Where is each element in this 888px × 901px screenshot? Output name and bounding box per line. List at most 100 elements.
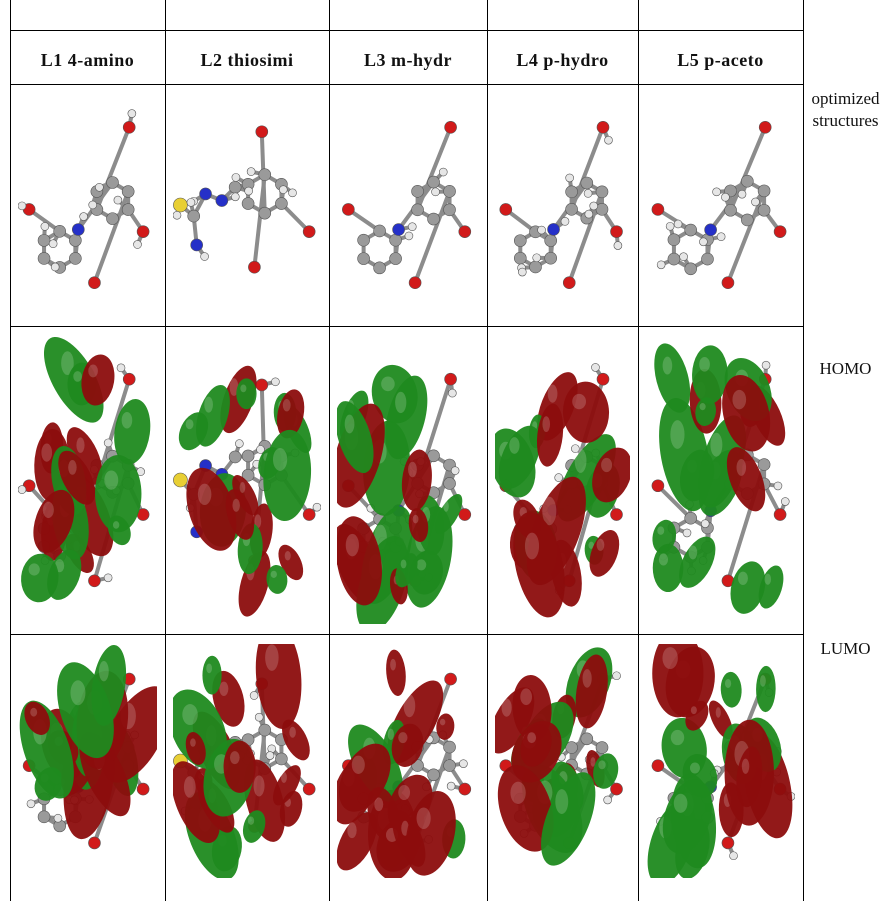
atom [37,252,51,265]
orbital-highlight [345,533,359,557]
orbital-highlight [347,822,357,839]
optimized-structure-image [499,120,623,289]
atom [547,223,560,236]
header-l5: L5 p-aceto [677,49,764,70]
atom [302,225,316,238]
orbital-highlight [395,391,407,414]
lumo-orbital-image [495,647,623,866]
atom [88,836,101,850]
table-divider [10,634,804,635]
orbital-highlight [582,669,592,688]
atom [275,752,288,766]
atom [103,573,113,583]
orbital-highlight [699,403,706,411]
atom [392,223,405,236]
orbital-highlight [351,755,365,774]
orbital-lobe [95,454,142,533]
atom [231,173,241,182]
table-divider [329,0,330,901]
homo-orbital-image [337,364,472,624]
atom [404,231,414,241]
orbital-highlight [73,371,82,382]
atom [459,759,468,768]
atom [215,194,229,207]
atom [88,276,101,289]
orbital-highlight [601,457,613,473]
atom [136,782,150,796]
orbital-lobe [58,450,96,505]
atom [757,458,771,471]
atom [228,180,242,194]
orbital-highlight [280,771,287,784]
header-l3: L3 m-hydr [363,49,452,70]
orbital-highlight [736,458,747,476]
orbital-lobe [593,753,619,789]
orbital-lobe [589,530,620,577]
bond [728,125,768,213]
atom [373,261,386,275]
atom [596,372,610,386]
atom [583,189,593,198]
atom [190,238,203,252]
atom [704,223,717,237]
atom [302,508,316,521]
atom [761,360,771,370]
atom [529,260,542,274]
atom [458,508,472,521]
orbital-highlight [197,483,212,506]
orbital-highlight [42,501,54,519]
orbital-lobe [405,791,456,876]
atom [342,203,355,216]
atom [18,485,27,494]
atom [241,468,255,482]
atom [729,851,738,861]
orbital-highlight [28,563,40,576]
atom [373,224,386,238]
atom [596,120,610,134]
orbital-highlight [76,437,85,453]
orbital-lobe [114,399,151,465]
atom [255,125,269,139]
atom [248,260,261,274]
atom [122,120,136,134]
orbital-highlight [527,732,537,744]
orbital-highlight [670,729,685,746]
orbital-highlight [741,758,750,774]
atom [427,175,440,189]
orbital-highlight [524,532,540,560]
orbital-lobe [758,565,784,609]
atom [187,209,201,223]
orbital-highlight [289,726,296,738]
orbital-lobe [652,644,704,718]
orbital-lobe [338,743,391,812]
atom [444,372,457,386]
bond [413,189,452,285]
orbital-highlight [381,376,395,392]
table-divider [10,326,804,327]
atom [741,174,754,188]
atom [302,782,316,796]
atom [682,528,692,538]
atom [565,203,578,216]
row-label-line: LUMO [820,639,871,658]
orbital-lobe [436,713,455,740]
atom [560,217,570,226]
atom [122,372,136,386]
atom [312,502,321,512]
orbital-highlight [229,751,240,765]
atom [580,732,594,746]
orbital-lobe [242,810,266,843]
orbital-lobe [232,475,259,516]
orbital-highlight [88,364,98,378]
lumo-orbital-image [19,645,157,850]
orbital-highlight [374,797,384,812]
orbital-lobe [692,345,728,404]
row-label-homo: HOMO [803,358,888,380]
atom [256,445,265,454]
orbital-highlight [670,420,685,449]
orbital-highlight [510,781,526,804]
orbital-highlight [520,688,533,706]
orbital-highlight [98,660,109,682]
atom [610,508,623,521]
atom [88,574,101,588]
